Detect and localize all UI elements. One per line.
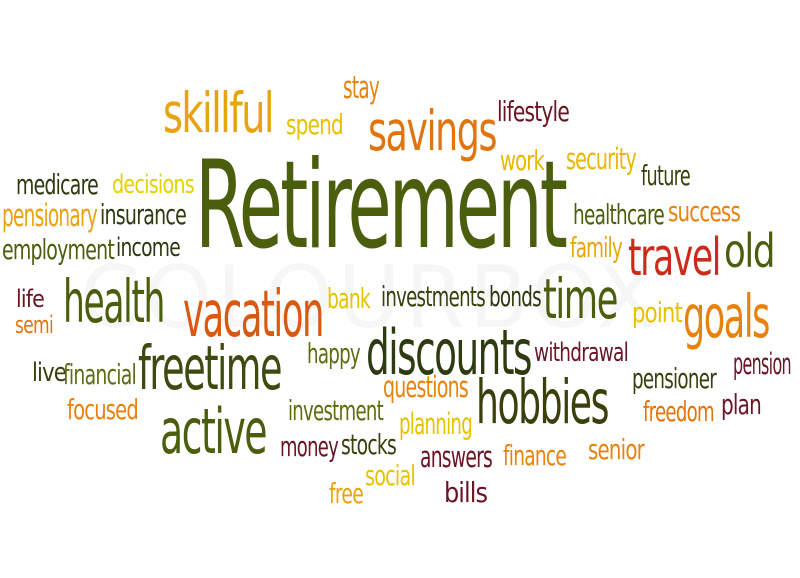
- footer-strip: [0, 560, 800, 578]
- word-life: life: [16, 284, 45, 313]
- word-income: income: [116, 232, 181, 263]
- word-live: live: [32, 357, 67, 388]
- word-pensionary: pensionary: [2, 197, 98, 234]
- word-questions: questions: [383, 369, 469, 404]
- word-insurance: insurance: [100, 197, 187, 231]
- word-pensioner: pensioner: [632, 361, 717, 395]
- word-senior: senior: [588, 432, 645, 466]
- word-plan: plan: [721, 387, 762, 421]
- word-spend: spend: [286, 107, 344, 141]
- word-happy: happy: [307, 336, 361, 370]
- word-answers: answers: [420, 439, 493, 474]
- word-planning: planning: [399, 406, 473, 441]
- word-investments: investments: [381, 279, 486, 313]
- word-savings: savings: [368, 100, 497, 165]
- word-travel: travel: [628, 228, 721, 289]
- word-goals: goals: [683, 282, 770, 352]
- word-financial: financial: [63, 357, 137, 391]
- word-point: point: [632, 295, 683, 329]
- word-healthcare: healthcare: [573, 197, 665, 231]
- word-freetime: freetime: [138, 334, 282, 405]
- word-decisions: decisions: [112, 169, 195, 200]
- word-pension: pension: [733, 346, 792, 381]
- word-investment: investment: [288, 393, 384, 427]
- word-security: security: [566, 141, 637, 176]
- word-retirement: Retirement: [195, 133, 568, 276]
- word-lifestyle: lifestyle: [497, 94, 570, 128]
- word-semi: semi: [15, 310, 54, 339]
- word-vacation: vacation: [183, 277, 324, 353]
- word-bank: bank: [327, 281, 371, 315]
- word-bonds: bonds: [489, 279, 542, 313]
- word-active: active: [160, 395, 268, 469]
- word-stocks: stocks: [341, 427, 397, 461]
- word-money: money: [280, 429, 339, 463]
- word-stay: stay: [343, 69, 380, 106]
- word-social: social: [365, 458, 416, 492]
- word-medicare: medicare: [16, 167, 99, 201]
- word-withdrawal: withdrawal: [534, 337, 629, 368]
- word-discounts: discounts: [366, 316, 532, 390]
- word-work: work: [500, 143, 545, 177]
- word-family: family: [570, 230, 623, 264]
- word-free: free: [329, 476, 364, 510]
- word-finance: finance: [503, 438, 567, 472]
- word-health: health: [63, 267, 165, 337]
- word-future: future: [641, 158, 691, 192]
- word-old: old: [724, 224, 775, 278]
- word-hobbies: hobbies: [476, 368, 609, 439]
- word-success: success: [668, 194, 741, 228]
- word-focused: focused: [67, 392, 139, 426]
- word-employment: employment: [2, 232, 115, 266]
- word-skillful: skillful: [163, 82, 275, 147]
- word-freedom: freedom: [643, 394, 715, 428]
- word-time: time: [543, 268, 618, 333]
- word-bills: bills: [444, 475, 488, 509]
